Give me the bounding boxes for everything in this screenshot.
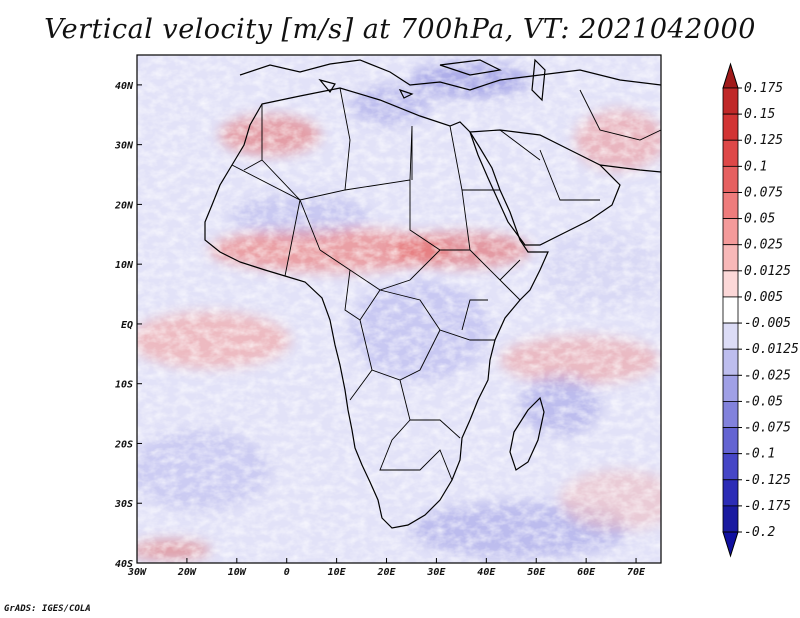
x-axis-ticks: 30W 20W 10W 0 10E 20E 30E 40E 50E 60E 70E — [127, 558, 646, 578]
madagascar — [509, 396, 545, 471]
y-tick-label: 10S — [115, 380, 133, 391]
x-tick-label: 20W — [177, 567, 197, 578]
colorbar-swatch — [722, 505, 739, 533]
colorbar: 0.175 0.15 0.125 0.1 0.075 0.05 0.025 0.0125 0.0… — [722, 62, 799, 558]
colorbar-label: -0.0125 — [744, 342, 799, 357]
colorbar-label: 0.125 — [744, 133, 783, 148]
colorbar-swatch — [722, 139, 739, 167]
colorbar-swatch — [722, 374, 739, 402]
colorbar-label: -0.005 — [744, 316, 791, 331]
colorbar-label: -0.125 — [744, 473, 791, 488]
colorbar-swatch — [722, 270, 739, 298]
colorbar-swatch — [722, 479, 739, 507]
y-tick-label: 20S — [114, 439, 133, 450]
x-tick-label: 30E — [426, 567, 446, 578]
y-tick-label: 30N — [114, 141, 134, 152]
colorbar-top-arrow — [722, 62, 739, 89]
colorbar-bottom-arrow — [722, 531, 739, 558]
colorbar-swatch — [722, 427, 739, 455]
colorbar-swatch — [722, 453, 739, 481]
asia-coast — [599, 164, 661, 173]
colorbar-label: 0.15 — [744, 107, 775, 122]
colorbar-label: 0.05 — [744, 212, 775, 227]
black-sea — [439, 59, 502, 76]
y-tick-label: 40S — [115, 559, 133, 570]
colorbar-label: 0.0125 — [744, 264, 791, 279]
vertical-velocity-field — [137, 55, 661, 563]
x-tick-label: 0 — [284, 567, 290, 578]
colorbar-swatch — [722, 218, 739, 246]
colorbar-swatch — [722, 322, 739, 350]
y-tick-label: 20N — [114, 200, 134, 211]
colorbar-label: 0.175 — [744, 81, 783, 96]
colorbar-label: -0.1 — [744, 447, 775, 462]
colorbar-swatch — [722, 192, 739, 219]
colorbar-swatch — [722, 348, 739, 376]
coastlines-and-borders — [204, 58, 661, 529]
colorbar-swatch — [722, 87, 739, 115]
colorbar-swatch — [722, 165, 739, 193]
chart-title: Vertical velocity [m/s] at 700hPa, VT: 2… — [44, 14, 756, 45]
colorbar-swatch — [722, 296, 739, 324]
credit-label: GrADS: IGES/COLA — [4, 604, 91, 614]
map-frame — [136, 54, 662, 564]
colorbar-label: 0.1 — [744, 159, 767, 174]
x-tick-label: 10W — [228, 567, 247, 578]
mediterranean-islands — [318, 78, 414, 99]
y-tick-label: EQ — [121, 320, 133, 331]
colorbar-label: 0.005 — [744, 290, 783, 305]
y-axis-ticks: 40S 30S 20S 10S EQ 10N 20N 30N 40N — [114, 81, 142, 570]
x-tick-label: 20E — [376, 567, 396, 578]
x-tick-label: 70E — [627, 567, 646, 578]
x-tick-label: 60E — [577, 567, 596, 578]
colorbar-swatch — [722, 113, 739, 141]
y-tick-label: 10N — [115, 260, 134, 271]
x-tick-label: 30W — [127, 567, 147, 578]
colorbar-label: -0.2 — [744, 525, 775, 540]
colorbar-swatch — [722, 244, 739, 272]
x-tick-label: 40E — [477, 567, 496, 578]
x-tick-label: 50E — [527, 567, 546, 578]
colorbar-label: -0.075 — [744, 421, 791, 436]
y-tick-label: 40N — [115, 81, 134, 92]
africa-coastline — [204, 87, 549, 529]
europe-coast — [239, 59, 661, 91]
colorbar-swatch — [722, 401, 739, 428]
y-tick-label: 30S — [114, 499, 133, 510]
colorbar-label: -0.175 — [744, 499, 791, 514]
colorbar-label: 0.075 — [744, 185, 783, 200]
colorbar-label: 0.025 — [744, 238, 783, 253]
x-tick-label: 10E — [328, 567, 347, 578]
colorbar-label: -0.025 — [744, 368, 791, 383]
caspian-sea — [531, 58, 546, 102]
colorbar-label: -0.05 — [744, 394, 783, 409]
arabian-peninsula — [469, 129, 621, 246]
